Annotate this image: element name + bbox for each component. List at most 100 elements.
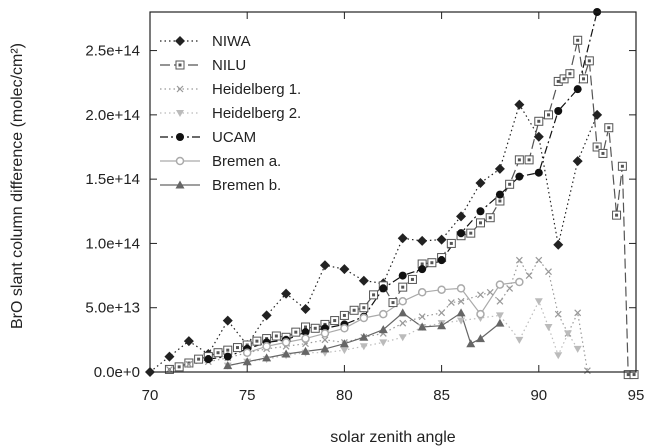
data-point-niwa xyxy=(572,156,583,167)
data-point-ucam xyxy=(495,190,504,199)
data-point-heidelberg-2 xyxy=(398,334,407,342)
y-tick-label: 0.0e+0 xyxy=(94,364,140,381)
data-point-nilu xyxy=(598,148,608,158)
data-point-bremen-b xyxy=(242,357,252,366)
data-point-bremen-b xyxy=(320,344,330,353)
data-point-nilu xyxy=(232,343,242,353)
data-point-ucam xyxy=(573,85,582,94)
data-point-niwa xyxy=(300,304,311,314)
data-point-ucam xyxy=(379,284,388,293)
data-point-bremen-a xyxy=(320,329,330,338)
x-tick-label: 75 xyxy=(239,387,256,404)
data-point-bremen-b xyxy=(223,361,233,370)
data-point-bremen-a xyxy=(379,309,388,319)
y-tick-label: 5.0e+13 xyxy=(85,300,140,317)
plot-markers xyxy=(145,8,639,380)
data-point-bremen-b xyxy=(262,353,272,362)
legend-marker-heidelberg-1 xyxy=(176,85,184,93)
data-point-heidelberg-1 xyxy=(535,256,543,264)
data-point-heidelberg-1 xyxy=(496,297,504,305)
legend-marker-heidelberg-2 xyxy=(176,110,184,117)
data-point-bremen-b xyxy=(359,332,369,341)
data-point-ucam xyxy=(437,256,446,265)
data-point-heidelberg-1 xyxy=(457,297,465,305)
data-point-nilu xyxy=(388,298,398,308)
data-point-ucam xyxy=(534,168,543,177)
data-point-bremen-a xyxy=(242,348,252,357)
data-point-heidelberg-1 xyxy=(477,291,484,299)
data-point-nilu xyxy=(359,303,369,313)
data-point-nilu xyxy=(184,358,194,368)
data-point-bremen-b xyxy=(398,308,408,317)
data-point-nilu xyxy=(584,56,594,66)
legend-label-nilu: NILU xyxy=(212,57,246,74)
data-point-nilu xyxy=(514,155,524,165)
data-point-ucam xyxy=(418,265,427,274)
data-point-bremen-a xyxy=(340,324,349,333)
data-point-ucam xyxy=(204,355,213,364)
data-point-ucam xyxy=(476,207,485,216)
legend-marker-bremen-b xyxy=(175,180,185,189)
data-point-bremen-a xyxy=(262,342,271,351)
data-point-niwa xyxy=(533,131,544,142)
data-point-heidelberg-2 xyxy=(359,343,368,351)
data-point-ucam xyxy=(457,229,466,238)
data-point-ucam xyxy=(398,271,407,280)
data-point-niwa xyxy=(397,233,408,244)
data-point-bremen-b xyxy=(378,325,388,334)
data-point-heidelberg-2 xyxy=(495,312,504,320)
data-point-niwa xyxy=(456,211,467,222)
data-point-nilu xyxy=(475,218,485,228)
data-point-bremen-b xyxy=(339,339,349,348)
data-point-heidelberg-2 xyxy=(544,324,553,331)
data-point-nilu xyxy=(330,316,340,326)
data-point-bremen-a xyxy=(456,284,466,293)
y-tick-label: 1.0e+14 xyxy=(85,235,140,252)
data-point-nilu xyxy=(592,142,602,152)
x-axis-label: solar zenith angle xyxy=(330,429,456,446)
legend-label-niwa: NIWA xyxy=(212,33,251,50)
data-point-nilu xyxy=(629,370,639,380)
y-tick-label: 1.5e+14 xyxy=(85,171,140,188)
data-point-bremen-b xyxy=(466,339,476,348)
data-point-nilu xyxy=(565,69,575,79)
data-point-niwa xyxy=(417,235,428,246)
data-point-bremen-b xyxy=(301,346,311,355)
legend-marker-niwa xyxy=(175,36,185,46)
data-point-nilu xyxy=(407,274,417,284)
data-point-nilu xyxy=(213,348,223,358)
data-point-bremen-a xyxy=(359,313,369,323)
data-point-heidelberg-1 xyxy=(399,319,407,327)
legend-label-heidelberg-2: Heidelberg 2. xyxy=(212,105,301,122)
data-point-nilu xyxy=(579,74,589,84)
data-point-heidelberg-2 xyxy=(379,339,388,347)
data-point-heidelberg-1 xyxy=(418,313,426,321)
legend-label-bremen-a: Bremen a. xyxy=(212,153,281,170)
x-tick-label: 70 xyxy=(142,387,159,404)
data-point-niwa xyxy=(222,315,233,326)
data-point-nilu xyxy=(349,305,359,315)
data-point-nilu xyxy=(466,228,476,238)
data-point-nilu xyxy=(612,210,622,220)
data-point-bremen-a xyxy=(301,334,310,343)
data-point-nilu xyxy=(559,74,569,84)
series-line-bremen-b xyxy=(227,311,501,367)
y-tick-label: 2.5e+14 xyxy=(85,43,140,60)
data-point-bremen-a xyxy=(398,297,407,306)
data-point-heidelberg-2 xyxy=(457,317,466,325)
data-point-heidelberg-1 xyxy=(525,272,533,279)
data-point-ucam xyxy=(223,352,232,361)
data-point-nilu xyxy=(194,354,204,364)
data-point-bremen-a xyxy=(281,338,291,347)
data-point-ucam xyxy=(301,328,310,337)
data-point-niwa xyxy=(436,234,447,245)
data-point-nilu xyxy=(369,290,379,300)
data-point-heidelberg-2 xyxy=(554,352,563,360)
data-point-nilu xyxy=(398,282,408,292)
data-point-bremen-b xyxy=(437,321,447,330)
x-tick-label: 90 xyxy=(530,387,547,404)
data-point-niwa xyxy=(183,336,194,347)
data-point-heidelberg-1 xyxy=(554,310,562,318)
legend-label-ucam: UCAM xyxy=(212,129,256,146)
y-axis-label: BrO slant column difference (molec/cm²) xyxy=(9,43,26,329)
